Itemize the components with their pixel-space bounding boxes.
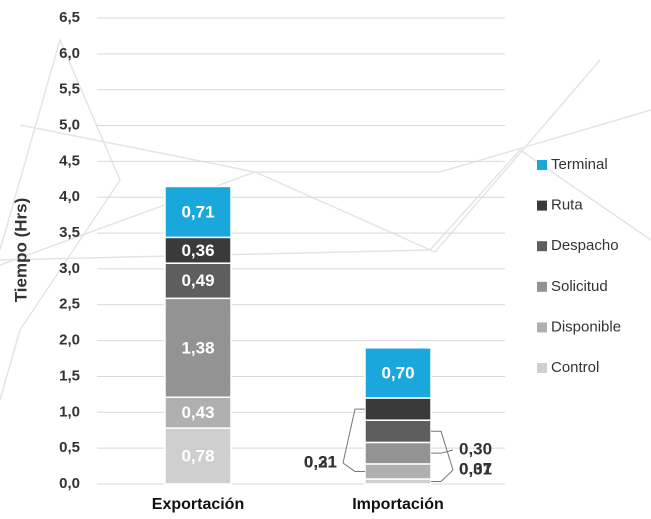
legend-marker xyxy=(537,160,547,170)
value-label: 0,70 xyxy=(381,363,414,382)
value-label: 0,71 xyxy=(181,202,214,221)
y-tick-label: 4,5 xyxy=(59,152,80,169)
callout-line xyxy=(431,430,454,471)
y-tick-label: 3,0 xyxy=(59,260,80,277)
y-tick-label: 5,5 xyxy=(59,81,80,98)
bar-segment xyxy=(364,347,432,399)
value-label: 0,21 xyxy=(304,452,337,471)
bar-segment xyxy=(364,419,432,444)
y-tick-label: 0,0 xyxy=(59,475,80,492)
callout-line xyxy=(431,469,454,482)
bar-segment xyxy=(364,441,432,465)
y-axis-title: Tiempo (Hrs) xyxy=(11,198,30,303)
legend-marker xyxy=(537,200,547,211)
value-label: 0,43 xyxy=(181,403,214,422)
y-tick-label: 3,5 xyxy=(59,224,80,241)
x-tick-label: Importación xyxy=(352,496,444,513)
y-tick-label: 1,0 xyxy=(59,403,80,420)
value-label: 1,38 xyxy=(181,338,214,357)
bar-segment xyxy=(164,297,232,399)
value-label: 0,07 xyxy=(459,459,492,478)
legend-marker xyxy=(537,241,547,252)
background-decoration xyxy=(0,37,651,401)
value-label: 0,36 xyxy=(181,241,214,260)
y-tick-label: 2,5 xyxy=(59,296,80,313)
bar-segment xyxy=(164,427,232,485)
callout-line xyxy=(342,408,365,464)
value-label: 0,30 xyxy=(459,439,492,458)
legend-marker xyxy=(537,322,547,333)
legend-marker xyxy=(537,363,547,373)
value-label: 0,31 xyxy=(459,459,492,478)
value-label: 0,78 xyxy=(181,447,214,466)
legend-label: Despacho xyxy=(551,237,619,254)
legend-label: Solicitud xyxy=(551,278,608,295)
legend-label: Terminal xyxy=(551,156,608,173)
y-tick-label: 6,5 xyxy=(59,9,80,26)
bar-segment xyxy=(164,396,232,429)
bar-segment xyxy=(164,185,232,239)
y-tick-label: 2,0 xyxy=(59,332,80,349)
bar-segment xyxy=(164,236,232,264)
x-tick-label: Exportación xyxy=(152,496,244,513)
y-tick-label: 1,5 xyxy=(59,367,80,384)
value-label: 0,31 xyxy=(304,452,337,471)
bar-segment xyxy=(364,478,432,485)
bar-segment xyxy=(364,397,432,421)
value-label: 0,49 xyxy=(181,271,214,290)
legend-label: Ruta xyxy=(551,197,583,214)
legend-marker xyxy=(537,281,547,292)
bar-segment xyxy=(164,262,232,300)
y-tick-label: 6,0 xyxy=(59,45,80,62)
callout-line xyxy=(342,462,365,472)
y-tick-label: 4,0 xyxy=(59,188,80,205)
bar-segment xyxy=(364,463,432,480)
callout-line xyxy=(431,449,454,454)
legend-label: Disponible xyxy=(551,318,621,335)
y-tick-label: 0,5 xyxy=(59,439,80,456)
y-tick-label: 5,0 xyxy=(59,117,80,134)
legend-label: Control xyxy=(551,359,599,376)
